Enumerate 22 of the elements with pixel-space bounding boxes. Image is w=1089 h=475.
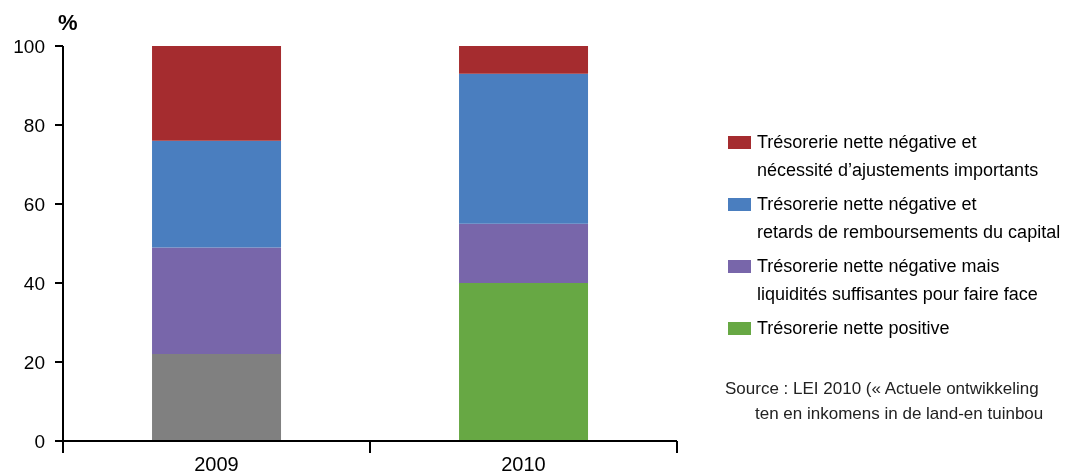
x-tick-label: 2009 — [194, 453, 239, 475]
x-tick-label: 2010 — [501, 453, 546, 475]
y-tick-label: 60 — [23, 193, 45, 215]
y-tick-label: 20 — [23, 351, 45, 373]
y-axis-title: % — [58, 10, 78, 36]
bar — [152, 247, 282, 355]
y-tick-label: 80 — [23, 114, 45, 136]
legend-label: Trésorerie nette négative et retards de remboursements du capital — [757, 193, 1061, 244]
bar — [459, 283, 589, 441]
legend-label: Trésorerie nette négative et nécessité d’ajustements importants — [757, 131, 1039, 182]
legend-label: Trésorerie nette positive — [757, 317, 950, 340]
bar — [459, 223, 589, 283]
source-note: Source : LEI 2010 (« Actuele ontwikkeling ten en inkomens in de land-en tuinbou — [725, 378, 1045, 425]
bar — [459, 73, 589, 224]
bar — [152, 354, 282, 441]
bar — [152, 140, 282, 248]
legend-label: Trésorerie nette négative mais liquidités suffisantes pour faire face — [757, 255, 1038, 306]
y-tick-label: 40 — [23, 272, 45, 294]
bar — [152, 46, 282, 141]
y-tick-label: 100 — [13, 35, 45, 57]
y-tick-label: 0 — [34, 430, 45, 452]
bar — [459, 46, 589, 74]
